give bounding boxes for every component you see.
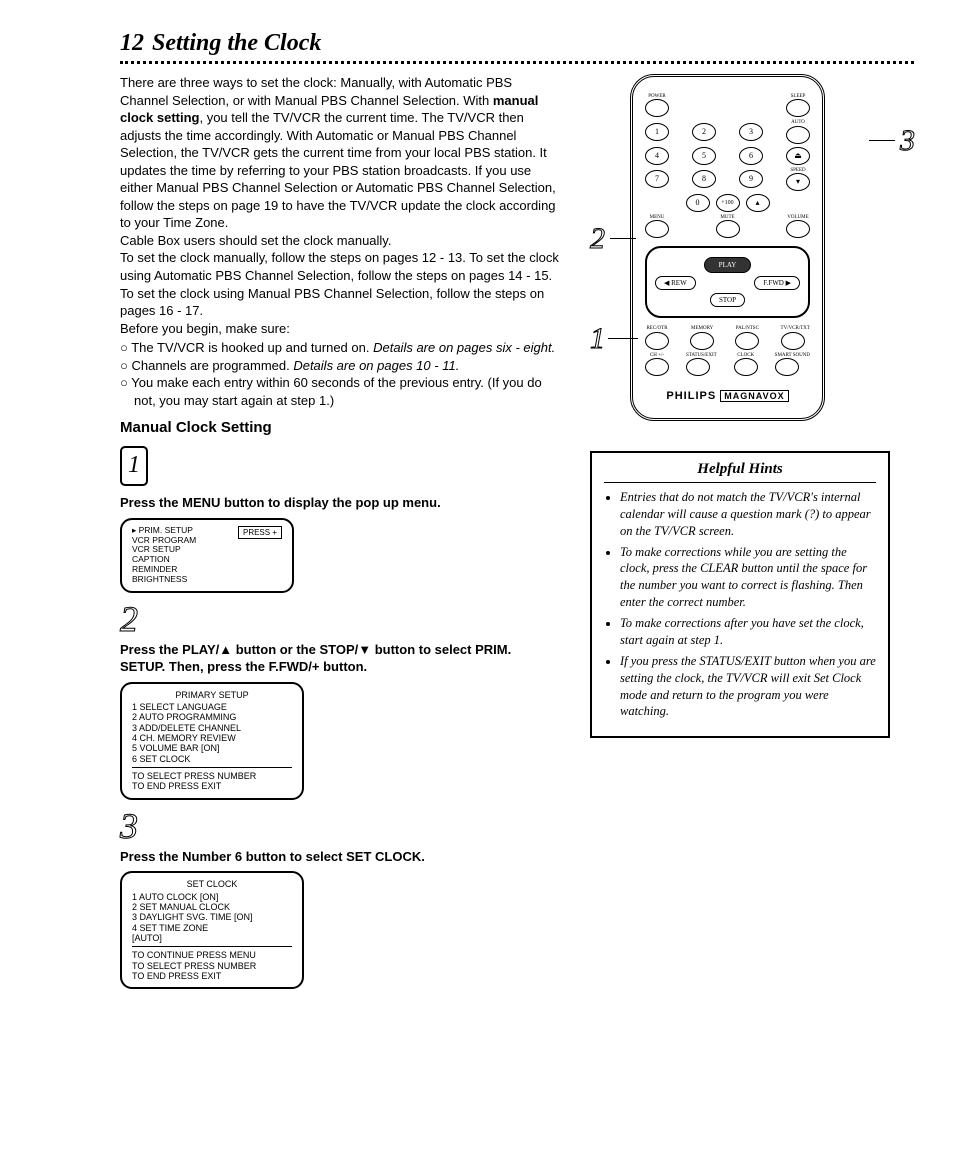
ch-button xyxy=(645,358,669,376)
rec-button xyxy=(645,332,669,350)
status-button xyxy=(686,358,710,376)
smartsnd-button xyxy=(775,358,799,376)
memory-button xyxy=(690,332,714,350)
num-1: 1 xyxy=(645,123,669,141)
tvvcr-button xyxy=(781,332,805,350)
hints-title: Helpful Hints xyxy=(604,461,876,483)
remote-diagram: 1 2 3 POWER SLEEP 1 2 3 AUTO 4 5 6 xyxy=(590,74,890,421)
step3-text: Press the Number 6 button to select SET … xyxy=(120,848,560,866)
hint-item: To make corrections while you are settin… xyxy=(620,544,876,612)
step2-icon: 2 xyxy=(120,601,560,637)
num-2: 2 xyxy=(692,123,716,141)
num-6: 6 xyxy=(739,147,763,165)
hint-item: Entries that do not match the TV/VCR's i… xyxy=(620,489,876,540)
hint-item: If you press the STATUS/EXIT button when… xyxy=(620,653,876,721)
ffwd-button: F.FWD ▶ xyxy=(754,276,800,290)
speed-button: ▾ xyxy=(786,173,810,191)
step2-text: Press the PLAY/▲ button or the STOP/▼ bu… xyxy=(120,641,560,676)
side-column: 1 2 3 POWER SLEEP 1 2 3 AUTO 4 5 6 xyxy=(590,74,890,997)
rew-button: ◀ REW xyxy=(655,276,696,290)
eject-button: ⏏ xyxy=(786,147,810,165)
press-plus: PRESS + xyxy=(238,526,282,539)
num-4: 4 xyxy=(645,147,669,165)
power-button xyxy=(645,99,669,117)
menu-button xyxy=(645,220,669,238)
manual-heading: Manual Clock Setting xyxy=(120,419,560,436)
volume-button xyxy=(786,220,810,238)
prereq-list: The TV/VCR is hooked up and turned on. D… xyxy=(120,339,560,409)
title-text: Setting the Clock xyxy=(152,30,321,56)
callout-1: 1 xyxy=(590,322,605,356)
num-0: 0 xyxy=(686,194,710,212)
num-3: 3 xyxy=(739,123,763,141)
play-button: PLAY xyxy=(704,257,752,273)
step1-icon: 1 xyxy=(120,446,148,486)
stop-button: STOP xyxy=(710,293,745,307)
auto-button xyxy=(786,126,810,144)
sleep-button xyxy=(786,99,810,117)
num-9: 9 xyxy=(739,170,763,188)
ch-up: ▴ xyxy=(746,194,770,212)
transport-pad: PLAY ◀ REW F.FWD ▶ STOP xyxy=(645,246,810,318)
title-divider xyxy=(120,61,914,64)
remote-body: POWER SLEEP 1 2 3 AUTO 4 5 6 ⏏ 7 8 xyxy=(630,74,825,421)
page-number: 12 xyxy=(120,30,144,56)
clock-button xyxy=(734,358,758,376)
num-5: 5 xyxy=(692,147,716,165)
hint-item: To make corrections after you have set t… xyxy=(620,615,876,649)
callout-3: 3 xyxy=(900,124,915,158)
menu-popup-1: PRESS + ▸ PRIM. SETUP VCR PROGRAM VCR SE… xyxy=(120,518,294,593)
palntsc-button xyxy=(735,332,759,350)
num-7: 7 xyxy=(645,170,669,188)
menu-popup-2: PRIMARY SETUP 1 SELECT LANGUAGE 2 AUTO P… xyxy=(120,682,304,800)
menu-popup-3: SET CLOCK 1 AUTO CLOCK [ON] 2 SET MANUAL… xyxy=(120,871,304,989)
callout-2: 2 xyxy=(590,222,605,256)
step3-icon: 3 xyxy=(120,808,560,844)
page-title: 12 Setting the Clock xyxy=(120,30,914,57)
helpful-hints: Helpful Hints Entries that do not match … xyxy=(590,451,890,738)
mute-button xyxy=(716,220,740,238)
plus100: +100 xyxy=(716,194,740,212)
main-column: There are three ways to set the clock: M… xyxy=(120,74,560,997)
num-8: 8 xyxy=(692,170,716,188)
step1-text: Press the MENU button to display the pop… xyxy=(120,494,560,512)
remote-brand: PHILIPS MAGNAVOX xyxy=(645,390,810,402)
intro-text: There are three ways to set the clock: M… xyxy=(120,74,560,337)
